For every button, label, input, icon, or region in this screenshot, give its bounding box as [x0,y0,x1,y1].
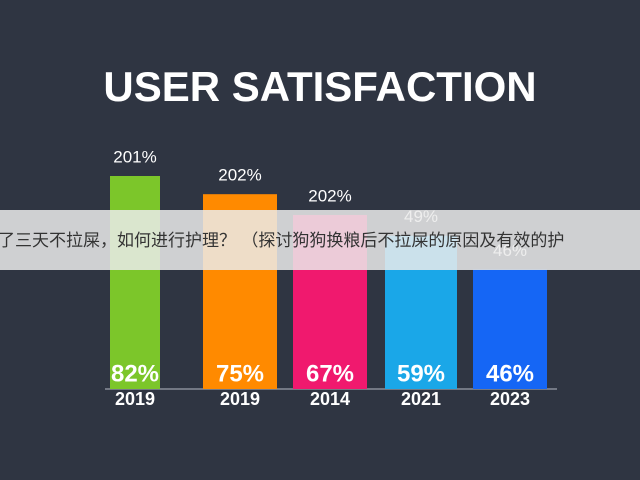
value-label: 67% [306,360,354,387]
chart-title: USER SATISFACTION [103,63,536,110]
x-tick-label: 2014 [310,389,350,409]
value-label: 75% [216,360,264,387]
value-label: 82% [111,360,159,387]
top-label: 202% [218,166,261,185]
x-tick-label: 2023 [490,389,530,409]
x-tick-label: 2019 [220,389,260,409]
bar [473,269,547,389]
bar [110,176,160,389]
x-tick-label: 2019 [115,389,155,409]
overlay-banner [0,210,640,270]
overlay-banner-text: 了三天不拉屎，如何进行护理？ （探讨狗狗换粮后不拉屎的原因及有效的护 [0,231,564,251]
value-label: 46% [486,360,534,387]
value-label: 59% [397,360,445,387]
x-tick-label: 2021 [401,389,441,409]
top-label: 201% [113,147,156,166]
top-label: 202% [308,186,351,205]
